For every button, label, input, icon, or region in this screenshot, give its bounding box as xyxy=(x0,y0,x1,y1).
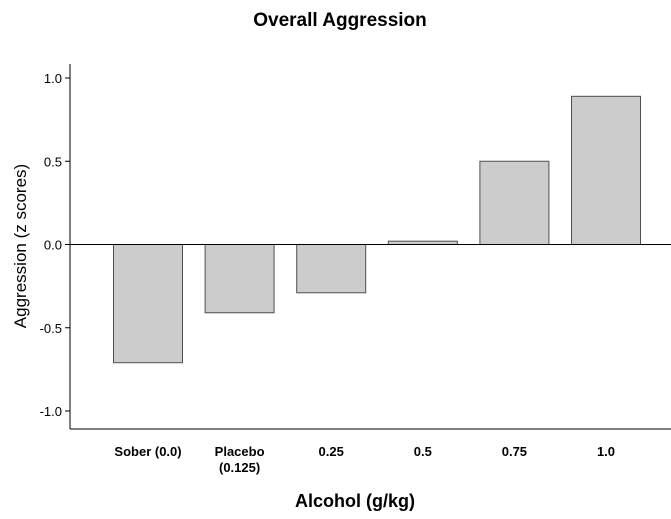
bar xyxy=(204,244,275,314)
x-tick-label: Sober (0.0) xyxy=(114,444,181,459)
x-tick-label: 0.75 xyxy=(502,444,527,459)
y-tick-label: -0.5 xyxy=(40,321,62,336)
x-tick-label: (0.125) xyxy=(219,460,260,475)
bar xyxy=(113,244,183,364)
x-tick-label: Placebo xyxy=(215,444,265,459)
bar xyxy=(296,244,367,294)
y-tick-label: 0.5 xyxy=(44,154,62,169)
y-tick-label: -1.0 xyxy=(40,404,62,419)
bar xyxy=(479,160,550,245)
bars xyxy=(113,95,641,364)
bar xyxy=(571,95,641,245)
x-tick-label: 0.25 xyxy=(319,444,344,459)
x-tick-labels: Sober (0.0) Placebo(0.125) 0.25 0.5 0.75 1.0 xyxy=(114,444,615,475)
y-axis-title: Aggression (z scores) xyxy=(11,164,30,328)
x-tick-label: 1.0 xyxy=(597,444,615,459)
x-axis-title: Alcohol (g/kg) xyxy=(295,491,415,511)
y-ticks: 1.0 0.5 0.0 -0.5 -1.0 xyxy=(40,71,70,419)
y-tick-label: 1.0 xyxy=(44,71,62,86)
chart-title: Overall Aggression xyxy=(253,10,427,31)
x-tick-label: 0.5 xyxy=(414,444,432,459)
plot-area: 1.0 0.5 0.0 -0.5 -1.0 Sober (0.0) Placebo(0.1… xyxy=(40,64,671,475)
y-tick-label: 0.0 xyxy=(44,238,62,253)
